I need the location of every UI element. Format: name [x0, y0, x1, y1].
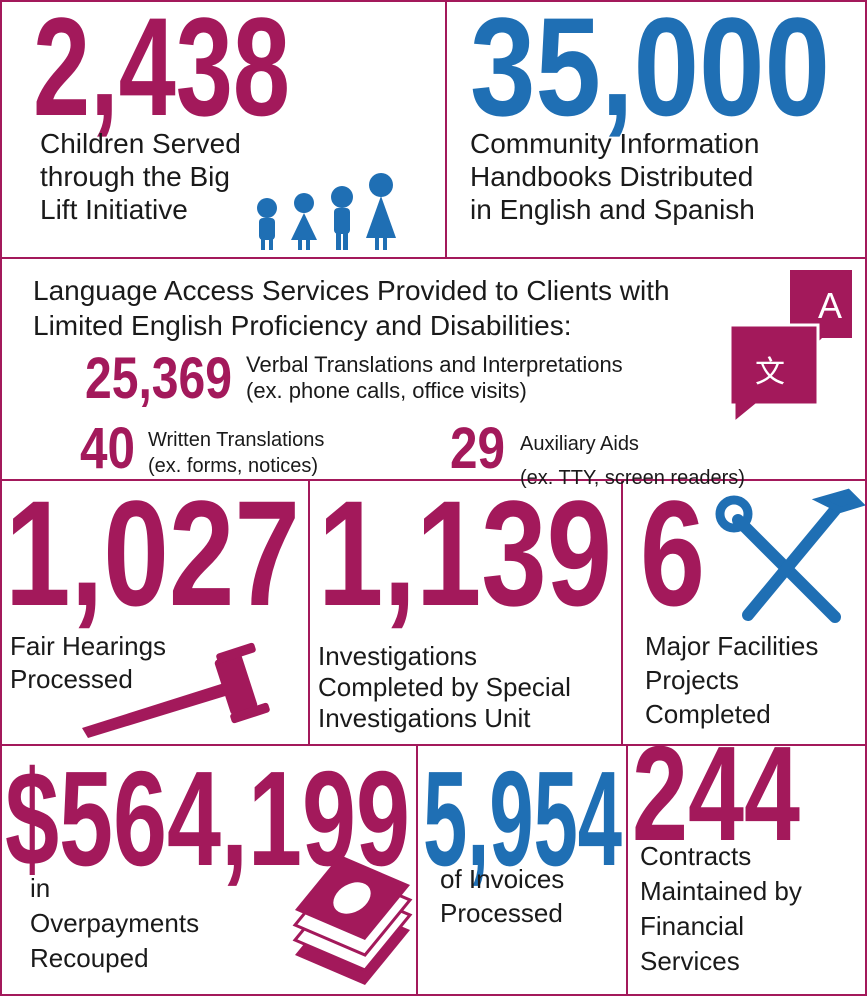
stat-number: 35,000	[470, 0, 830, 145]
stat-number: 25,369	[85, 346, 232, 411]
stat-number: 1,027	[5, 469, 300, 637]
stat-number: 2,438	[33, 0, 290, 145]
stat-label: Overpayments	[30, 908, 199, 938]
stat-label: Children Served	[40, 128, 241, 159]
section-heading: Language Access Services Provided to Cli…	[33, 275, 670, 306]
stat-label: (ex. TTY, screen readers)	[520, 467, 745, 489]
stat-label: in English and Spanish	[470, 194, 755, 225]
stat-number: 6	[640, 469, 705, 637]
stat-label: Financial	[640, 911, 744, 941]
stat-label: Processed	[440, 898, 563, 928]
icon-glyph: 文	[755, 356, 785, 389]
stat-label: Major Facilities	[645, 631, 818, 661]
money-icon	[292, 855, 413, 985]
stat-label: Projects	[645, 665, 739, 695]
stat-label: (ex. forms, notices)	[148, 455, 318, 477]
tools-icon	[715, 488, 866, 623]
stat-label: in	[30, 873, 50, 903]
stat-number: 244	[632, 718, 800, 869]
stat-number: 29	[450, 416, 505, 481]
stat-label: Written Translations	[148, 429, 324, 451]
stat-number: 40	[80, 416, 135, 481]
stat-label: Services	[640, 946, 740, 976]
stat-label: (ex. phone calls, office visits)	[246, 378, 527, 403]
stat-label: of Invoices	[440, 864, 564, 894]
stat-label: Auxiliary Aids	[520, 433, 639, 455]
stat-label: Investigations	[318, 641, 477, 671]
stat-label: Handbooks Distributed	[470, 161, 753, 192]
stat-label: Fair Hearings	[10, 631, 166, 661]
stat-number: 5,954	[423, 743, 622, 894]
stat-label: Processed	[10, 664, 133, 694]
stat-label: Recouped	[30, 943, 149, 973]
stat-label: Completed by Special	[318, 672, 571, 702]
stat-label: Community Information	[470, 128, 759, 159]
section-heading: Limited English Proficiency and Disabili…	[33, 310, 571, 341]
stat-label: Completed	[645, 699, 771, 729]
icon-glyph: A	[818, 285, 842, 326]
stat-label: through the Big	[40, 161, 230, 192]
stat-label: Lift Initiative	[40, 194, 188, 225]
stat-number: 1,139	[318, 469, 612, 637]
stat-label: Verbal Translations and Interpretations	[246, 352, 623, 377]
stat-label: Investigations Unit	[318, 703, 531, 733]
translate-icon: A 文	[728, 270, 852, 427]
stat-label: Contracts	[640, 841, 751, 871]
children-icon	[257, 173, 396, 250]
stat-label: Maintained by	[640, 876, 802, 906]
gavel-icon	[82, 642, 270, 738]
